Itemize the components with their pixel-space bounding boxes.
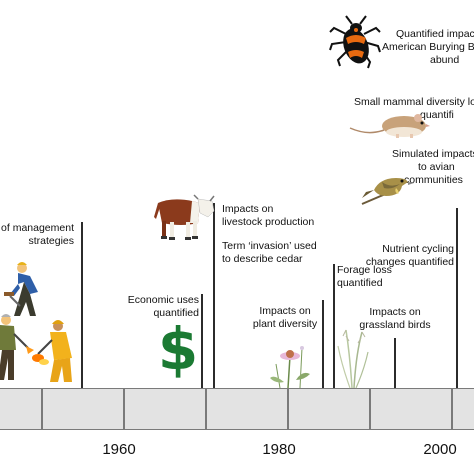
event-line-livestock [213,203,215,388]
flower-illustration [270,346,310,389]
forage-loss-label: Forage loss quantified [337,264,392,289]
livestock-label: Impacts on livestock production [222,203,315,228]
workers-illustration [0,262,72,382]
grassland-birds-label: Impacts on grassland birds [359,306,431,331]
event-line-economic [201,294,203,388]
timeline-segment [452,388,474,430]
mammal-label: Small mammal diversity lo quantifi [354,96,474,121]
event-line-forage [333,264,335,388]
plant-diversity-label: Impacts on plant diversity [252,305,318,330]
cow-illustration [154,194,215,240]
event-line-management [81,222,83,388]
bird-illustration [361,178,414,205]
nutrient-cycling-label: Nutrient cycling changes quantified [365,243,454,268]
year-1960: 1960 [102,441,136,458]
timeline-segment [42,388,124,430]
dollar-icon: $ [157,315,199,383]
event-line-plant-diversity [322,300,324,388]
timeline-segment [370,388,452,430]
timeline-segment [288,388,370,430]
grass-illustration [337,329,369,389]
timeline-segment [0,388,42,430]
timeline-segment [124,388,206,430]
avian-label: Simulated impacts to avian communities [392,148,474,186]
timeline-segment [206,388,288,430]
year-1980: 1980 [262,441,296,458]
invasion-label: Term ‘invasion’ used to describe cedar [222,240,317,265]
economic-uses-label: Economic uses quantified [127,294,199,319]
event-line-nutrient [456,208,458,388]
event-line-grassland-birds [394,338,396,388]
beetle-label: Quantified impac American Burying Be abu… [382,28,474,66]
beetle-illustration [329,15,381,69]
management-label: of management strategies [1,222,74,247]
year-2000: 2000 [423,441,457,458]
mouse-illustration [349,114,430,138]
